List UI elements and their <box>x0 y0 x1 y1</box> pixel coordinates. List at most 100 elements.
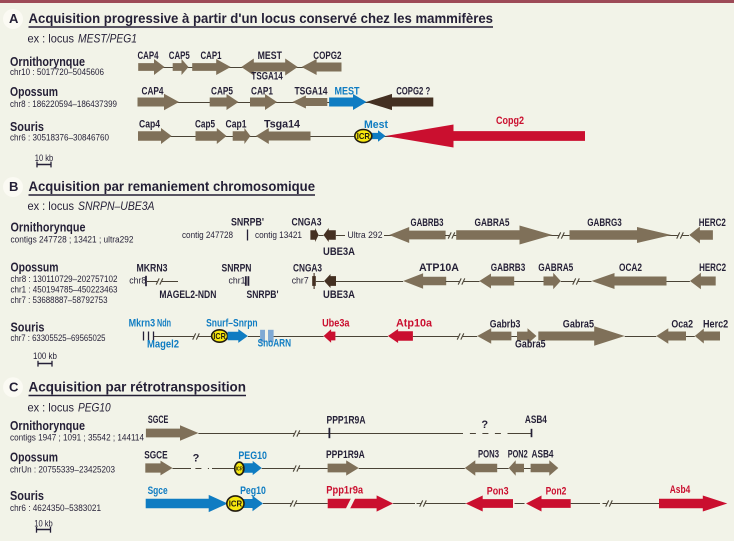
svg-text:CAP4: CAP4 <box>142 86 165 98</box>
svg-text:chr7 : 53688887–58792753: chr7 : 53688887–58792753 <box>11 295 108 305</box>
svg-text:Oca2: Oca2 <box>671 318 693 330</box>
svg-text:chr7: chr7 <box>292 275 309 285</box>
svg-text:TSGA14: TSGA14 <box>295 86 329 98</box>
svg-text:chr6 : 30518376–30846760: chr6 : 30518376–30846760 <box>10 133 109 143</box>
svg-text:ICR: ICR <box>229 500 242 509</box>
svg-text:?: ? <box>193 453 200 465</box>
svg-text:ex : locus: ex : locus <box>28 32 75 46</box>
svg-text:contigs 1947 ; 1091 ; 35542 ;: contigs 1947 ; 1091 ; 35542 ; 144114 <box>10 433 144 443</box>
svg-text:chr8 : 186220594–186437399: chr8 : 186220594–186437399 <box>10 99 117 109</box>
svg-text:GABRA5: GABRA5 <box>475 217 510 229</box>
svg-text:Souris: Souris <box>11 321 45 335</box>
svg-text:Ornithorynque: Ornithorynque <box>10 419 85 433</box>
svg-text:Souris: Souris <box>10 489 44 503</box>
svg-text:CNGA3: CNGA3 <box>293 262 322 274</box>
svg-text:Copg2: Copg2 <box>496 115 524 127</box>
svg-text:Mest: Mest <box>364 119 388 131</box>
svg-text:PPP1R9A: PPP1R9A <box>327 415 366 427</box>
svg-text:Atp10a: Atp10a <box>396 317 433 329</box>
svg-text:ex : locus: ex : locus <box>28 401 75 415</box>
svg-text:ATP10A: ATP10A <box>419 262 459 274</box>
svg-text:SGCE: SGCE <box>144 450 167 462</box>
svg-text:PEG10: PEG10 <box>238 450 267 462</box>
svg-text:Ornithorynque: Ornithorynque <box>11 221 86 235</box>
svg-text:chr1 : 450194785–450223463: chr1 : 450194785–450223463 <box>11 285 118 295</box>
svg-text:UBE3A: UBE3A <box>323 246 355 258</box>
svg-text:Opossum: Opossum <box>10 85 58 99</box>
svg-text:100 kb: 100 kb <box>33 351 57 361</box>
svg-text:Gabra5: Gabra5 <box>515 338 546 350</box>
svg-text:ex : locus: ex : locus <box>28 199 75 213</box>
svg-text:Cap5: Cap5 <box>195 119 215 131</box>
svg-text:PEG10: PEG10 <box>78 401 111 415</box>
svg-text:SnoARN: SnoARN <box>258 337 292 349</box>
svg-text:HERC2: HERC2 <box>699 262 726 274</box>
svg-text:Herc2: Herc2 <box>703 318 728 330</box>
svg-text:CNGA3: CNGA3 <box>292 217 322 229</box>
svg-text:CAP1: CAP1 <box>201 50 222 62</box>
svg-text:chr1: chr1 <box>229 275 246 285</box>
svg-text:GABRG3: GABRG3 <box>587 217 622 229</box>
svg-text:Opossum: Opossum <box>11 261 59 275</box>
svg-text:Ppp1r9a: Ppp1r9a <box>326 485 364 497</box>
svg-text:PON3: PON3 <box>478 449 499 461</box>
svg-text:SNRPB': SNRPB' <box>231 217 264 229</box>
svg-text:ICR: ICR <box>357 132 370 141</box>
svg-text:chr8 : 130110729–202757102: chr8 : 130110729–202757102 <box>11 274 118 284</box>
svg-text:PPP1R9A: PPP1R9A <box>326 449 365 461</box>
svg-text:GABRA5: GABRA5 <box>538 262 573 274</box>
svg-text:UBE3A: UBE3A <box>323 289 355 301</box>
svg-text:ASB4: ASB4 <box>525 414 548 426</box>
svg-text:Pon3: Pon3 <box>487 485 509 497</box>
svg-text:Ornithorynque: Ornithorynque <box>10 55 85 69</box>
svg-text:Gabrb3: Gabrb3 <box>490 318 521 330</box>
svg-text:HERC2: HERC2 <box>699 217 726 229</box>
svg-text:GABRB3: GABRB3 <box>411 217 444 229</box>
svg-text:SNRPB': SNRPB' <box>247 289 279 301</box>
svg-text:Snurf–Snrpn: Snurf–Snrpn <box>206 317 258 329</box>
svg-text:MEST: MEST <box>258 50 283 62</box>
svg-text:contig 247728: contig 247728 <box>182 230 233 240</box>
svg-text:chr7 : 63305525–69565025: chr7 : 63305525–69565025 <box>11 333 106 343</box>
svg-text:contigs 247728 ; 13421 ; ultra: contigs 247728 ; 13421 ; ultra292 <box>11 235 134 245</box>
svg-text:MEST/PEG1: MEST/PEG1 <box>78 32 137 46</box>
svg-text:10 kb: 10 kb <box>35 153 54 163</box>
svg-text:CAP5: CAP5 <box>169 50 190 62</box>
svg-text:MKRN3: MKRN3 <box>137 262 168 274</box>
svg-text:Asb4: Asb4 <box>670 484 691 496</box>
svg-text:SNRPN: SNRPN <box>222 262 252 274</box>
svg-text:Ube3a: Ube3a <box>322 317 350 329</box>
svg-text:Souris: Souris <box>10 120 44 134</box>
svg-text:Tsga14: Tsga14 <box>264 119 301 131</box>
svg-text:Peg10: Peg10 <box>240 485 266 497</box>
svg-text:CAP1: CAP1 <box>251 86 273 98</box>
svg-text:CAP4: CAP4 <box>138 50 160 62</box>
svg-text:B: B <box>9 179 18 194</box>
svg-text:chrUn : 20755339–23425203: chrUn : 20755339–23425203 <box>10 465 115 475</box>
svg-text:?: ? <box>481 419 488 431</box>
svg-text:GABRB3: GABRB3 <box>491 262 526 274</box>
svg-text:Sgce: Sgce <box>148 485 168 497</box>
svg-text:contig 13421: contig 13421 <box>255 230 302 240</box>
svg-text:ASB4: ASB4 <box>532 449 555 461</box>
svg-text:Acquisition par rétrotransposi: Acquisition par rétrotransposition <box>29 379 247 394</box>
svg-text:chr8: chr8 <box>129 275 146 285</box>
svg-text:PON2: PON2 <box>508 449 528 461</box>
svg-text:COPG2 ?: COPG2 ? <box>396 86 430 98</box>
svg-text:COPG2: COPG2 <box>313 50 341 62</box>
svg-text:SNRPN–UBE3A: SNRPN–UBE3A <box>78 199 155 213</box>
svg-text:MEST: MEST <box>335 86 360 98</box>
svg-text:C: C <box>9 379 19 394</box>
svg-text:Pon2: Pon2 <box>546 485 567 497</box>
svg-text:ICR: ICR <box>213 332 225 341</box>
svg-text:OCA2: OCA2 <box>619 262 642 274</box>
svg-text:chr6 : 4624350–5383021: chr6 : 4624350–5383021 <box>10 503 101 513</box>
svg-text:Ultra 292: Ultra 292 <box>348 230 383 240</box>
svg-text:Mkrn3: Mkrn3 <box>129 318 156 330</box>
svg-text:Cap4: Cap4 <box>139 119 161 131</box>
svg-text:A: A <box>9 11 19 26</box>
svg-text:SGCE: SGCE <box>148 414 169 426</box>
svg-text:TSGA14: TSGA14 <box>251 71 283 83</box>
svg-text:ICR: ICR <box>236 467 243 473</box>
svg-text:Magel2: Magel2 <box>147 339 179 351</box>
